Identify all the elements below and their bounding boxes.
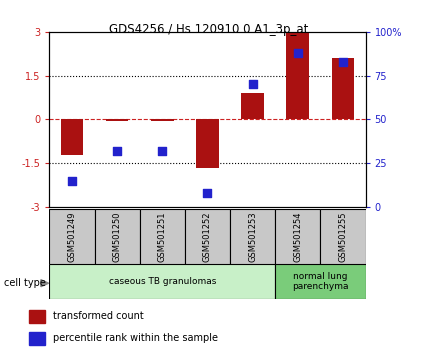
Bar (29, 310, 45, 323)
Text: GSM501254: GSM501254 (293, 211, 302, 262)
Text: percentile rank within the sample: percentile rank within the sample (53, 333, 218, 343)
Point (249, 81, 256, 87)
Bar (140, 209, 185, 264)
Bar (151, 120, 174, 121)
Bar (106, 120, 129, 121)
Bar (241, 93, 264, 120)
Point (294, 50, 301, 56)
Point (114, 148, 120, 154)
Bar (275, 264, 366, 299)
Point (204, 190, 211, 196)
Text: GSM501255: GSM501255 (338, 211, 347, 262)
Bar (185, 209, 230, 264)
Bar (320, 209, 366, 264)
Bar (29, 332, 45, 345)
Text: GDS4256 / Hs.120910.0.A1_3p_at: GDS4256 / Hs.120910.0.A1_3p_at (109, 23, 308, 36)
Point (159, 148, 166, 154)
Text: GSM501252: GSM501252 (203, 211, 212, 262)
Bar (332, 58, 354, 120)
Text: GSM501250: GSM501250 (113, 211, 122, 262)
Bar (49, 264, 275, 299)
Text: transformed count: transformed count (53, 312, 144, 321)
Text: cell type: cell type (4, 278, 46, 288)
Bar (61, 120, 83, 154)
Bar (49, 209, 95, 264)
Polygon shape (41, 280, 49, 287)
Point (339, 59, 346, 64)
Bar (95, 209, 140, 264)
Bar (230, 209, 275, 264)
Text: normal lung
parenchyma: normal lung parenchyma (292, 272, 349, 291)
Bar (275, 209, 320, 264)
Text: GSM501249: GSM501249 (68, 211, 77, 262)
Bar (286, 33, 309, 120)
Bar (196, 120, 219, 168)
Text: caseous TB granulomas: caseous TB granulomas (109, 277, 216, 286)
Point (69, 178, 76, 184)
Text: GSM501251: GSM501251 (158, 211, 167, 262)
Text: GSM501253: GSM501253 (248, 211, 257, 262)
